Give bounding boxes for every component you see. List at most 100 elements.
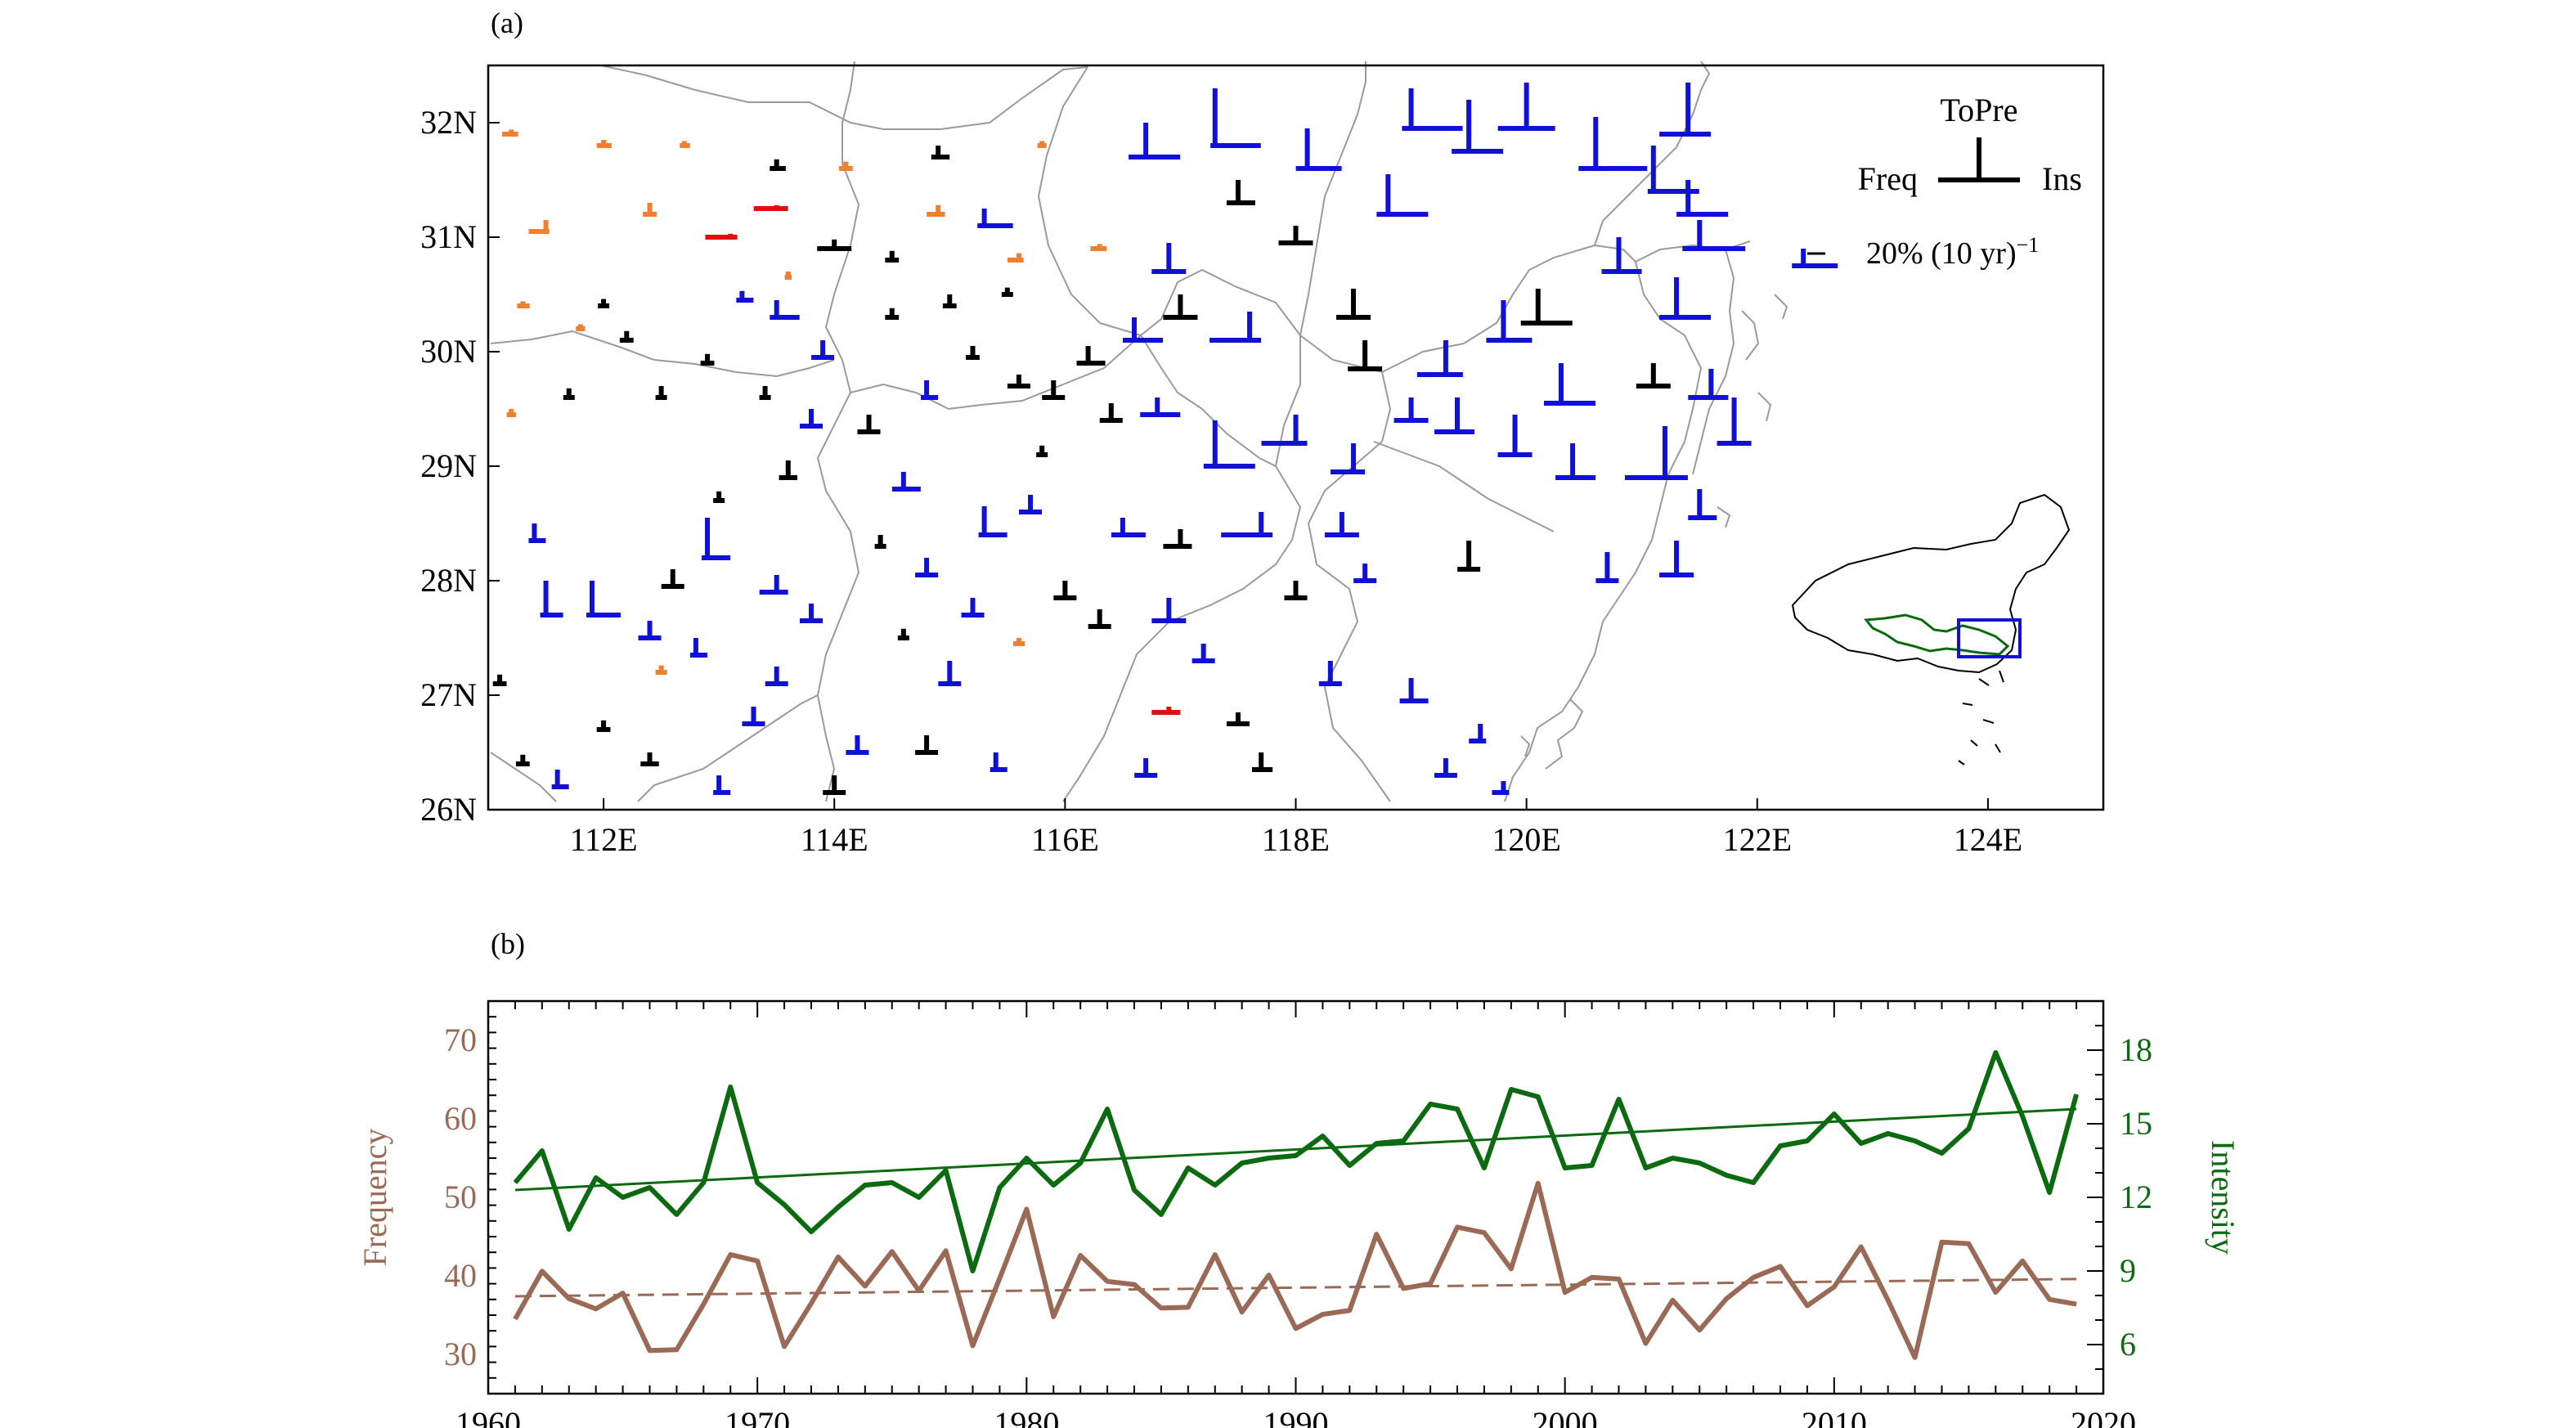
station-glyph (528, 523, 546, 543)
legend-scale-sup: −1 (2017, 233, 2040, 257)
station-glyph (1037, 141, 1047, 148)
inset-china-outline (1791, 493, 2071, 674)
legend-right-label: Ins (2042, 160, 2082, 197)
legend-scale-value: 20% (10 yr) (1866, 236, 2017, 271)
station-glyph (619, 330, 634, 343)
station-glyph (713, 775, 731, 795)
station-glyph (1452, 100, 1504, 154)
station-glyph (1261, 415, 1308, 446)
border-line (1757, 392, 1772, 422)
border-line (1692, 249, 1735, 475)
station-glyph (742, 707, 765, 726)
station-glyph (885, 250, 900, 263)
station-glyph (540, 581, 563, 617)
border-line (1373, 441, 1555, 532)
station-glyph (1717, 397, 1752, 446)
station-glyph (1336, 289, 1371, 320)
x-tick-label: 112E (570, 821, 638, 858)
station-glyph (1210, 88, 1261, 148)
station-glyph (517, 301, 530, 308)
station-glyph (702, 518, 731, 560)
border-line (1635, 240, 1751, 263)
timeseries-y-axis-right: 6 9 12 15 18 (2087, 1000, 2152, 1394)
border-line (1062, 335, 1302, 802)
station-glyph (823, 775, 846, 795)
station-glyph (736, 290, 754, 303)
x-tick-label: 1960 (456, 1405, 521, 1428)
station-glyph (784, 272, 792, 280)
station-glyph (1099, 403, 1123, 423)
station-glyph (765, 667, 788, 686)
border-line (1037, 66, 1301, 337)
station-glyph (1469, 724, 1487, 743)
station-glyph (1659, 541, 1694, 577)
station-glyph (563, 388, 575, 400)
border-line (1741, 310, 1760, 361)
map-y-axis: 26N 27N 28N 29N 30N 31N 32N (420, 104, 500, 828)
y-left-tick-label: 40 (444, 1257, 477, 1294)
y-right-tick-label: 18 (2120, 1031, 2152, 1068)
border-line (1504, 245, 1703, 802)
station-glyph (800, 409, 823, 429)
station-glyph (1209, 312, 1262, 343)
station-glyph (700, 353, 715, 366)
station-glyph (897, 628, 909, 640)
station-glyph (1019, 495, 1043, 514)
frequency-series-line (513, 1180, 2077, 1360)
station-glyph (1416, 340, 1463, 377)
border-line (1594, 61, 1711, 246)
station-glyph (874, 535, 886, 549)
station-glyph (1163, 294, 1198, 320)
y-right-tick-label: 15 (2120, 1105, 2152, 1142)
station-glyph (1251, 752, 1273, 772)
y-tick-label: 28N (420, 562, 477, 599)
panel-b-timeseries: (b) 1960 1970 1980 1990 2000 2010 2020 30 40 50 6… (357, 927, 2242, 1428)
station-glyph (779, 460, 797, 480)
border-line (637, 694, 819, 802)
station-glyph (661, 569, 684, 589)
station-glyph (759, 386, 771, 400)
border-line (1140, 335, 1277, 467)
station-glyphs (492, 83, 1838, 795)
station-glyph (1376, 174, 1429, 217)
x-tick-label: 122E (1723, 821, 1792, 858)
y-tick-label: 27N (420, 676, 477, 713)
y-right-tick-label: 9 (2120, 1252, 2136, 1289)
station-glyph (800, 604, 823, 623)
station-glyph (492, 674, 507, 686)
station-glyph (1129, 123, 1181, 159)
station-glyph (638, 621, 662, 640)
station-glyph (1053, 581, 1077, 600)
station-glyph (515, 754, 530, 766)
station-glyph (1331, 443, 1366, 474)
station-glyph (502, 129, 518, 137)
station-glyph (1036, 445, 1048, 457)
station-glyph (1497, 415, 1533, 457)
station-glyph (596, 140, 612, 148)
legend-left-label: Freq (1858, 160, 1918, 197)
station-glyph (1676, 180, 1729, 217)
y-left-tick-label: 50 (444, 1179, 477, 1215)
station-glyph (931, 146, 950, 159)
map-x-axis: 112E 114E 116E 118E 120E 122E 124E (570, 798, 2022, 858)
station-glyph (586, 581, 621, 617)
border-line (490, 752, 557, 802)
station-glyph (1434, 758, 1457, 778)
station-glyph (551, 770, 569, 789)
station-glyph (655, 665, 667, 675)
station-glyph (1402, 88, 1463, 131)
station-glyph (1457, 541, 1481, 572)
station-glyph (1624, 426, 1688, 480)
y-left-tick-label: 30 (444, 1336, 477, 1372)
station-glyph (713, 491, 725, 503)
station-glyph (1111, 518, 1146, 537)
station-glyph (1601, 237, 1642, 274)
border-line (816, 61, 860, 802)
y-left-tick-label: 70 (444, 1022, 477, 1058)
station-glyph (1151, 243, 1187, 274)
y-axis-label-left: Frequency (357, 1129, 393, 1267)
panel-a-map: (a) (420, 7, 2105, 858)
y-right-tick-label: 6 (2120, 1326, 2136, 1363)
station-glyph (1192, 644, 1215, 663)
inset-region-outline (1864, 613, 2010, 656)
